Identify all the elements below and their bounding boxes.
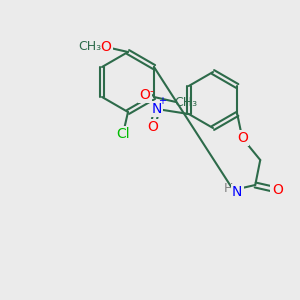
Text: CH₃: CH₃ [174,95,197,109]
Text: H: H [224,182,233,194]
Text: N: N [232,185,242,199]
Text: O: O [237,131,248,145]
Text: Cl: Cl [116,127,130,141]
Text: CH₃: CH₃ [78,40,102,53]
Text: +: + [158,96,166,106]
Text: O: O [272,183,283,197]
Text: O: O [139,88,150,102]
Text: O: O [147,120,158,134]
Text: N: N [152,102,162,116]
Text: O: O [100,40,111,54]
Text: -: - [150,86,154,96]
